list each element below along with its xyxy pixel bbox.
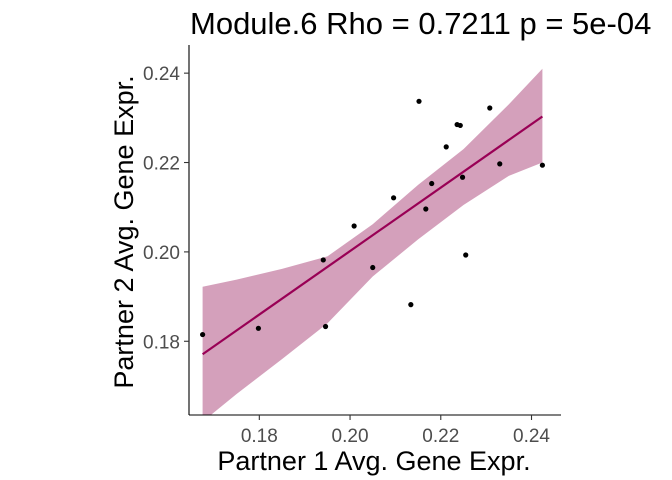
data-point	[459, 174, 466, 180]
x-tick-label: 0.20	[332, 426, 369, 447]
axes-layer	[188, 45, 561, 416]
chart-title: Module.6 Rho = 0.7211 p = 5e-04	[190, 6, 651, 41]
data-point	[255, 325, 262, 331]
y-tick-label: 0.24	[143, 64, 180, 85]
y-tick-label: 0.20	[143, 243, 180, 264]
data-point	[443, 144, 449, 150]
data-point	[370, 264, 376, 271]
data-point	[391, 195, 397, 201]
data-point	[351, 223, 357, 229]
data-point	[320, 257, 326, 263]
data-point	[408, 302, 414, 308]
ticks-layer: 0.18 0.20 0.22 0.24 0.18 0.20 0.22 0.24	[143, 64, 550, 447]
regression-line	[201, 115, 544, 356]
x-tick-label: 0.22	[422, 426, 459, 447]
confidence-band-layer	[202, 68, 543, 415]
x-axis-title: Partner 1 Avg. Gene Expr.	[217, 446, 530, 476]
data-point	[457, 122, 463, 129]
y-tick-label: 0.22	[143, 154, 180, 175]
data-point	[487, 105, 493, 111]
fit-line-layer	[201, 115, 544, 356]
y-axis-title: Partner 2 Avg. Gene Expr.	[109, 75, 139, 388]
confidence-band	[202, 68, 543, 415]
data-point	[429, 180, 435, 187]
data-point	[497, 161, 503, 167]
data-point	[416, 98, 422, 104]
x-tick-label: 0.18	[241, 426, 278, 447]
data-point	[423, 206, 429, 212]
points-layer	[200, 98, 546, 338]
y-tick-label: 0.18	[143, 332, 180, 353]
data-point	[463, 252, 469, 258]
data-point	[200, 331, 206, 338]
x-tick-label: 0.24	[513, 426, 550, 447]
data-point	[539, 162, 546, 168]
data-point	[322, 323, 329, 330]
